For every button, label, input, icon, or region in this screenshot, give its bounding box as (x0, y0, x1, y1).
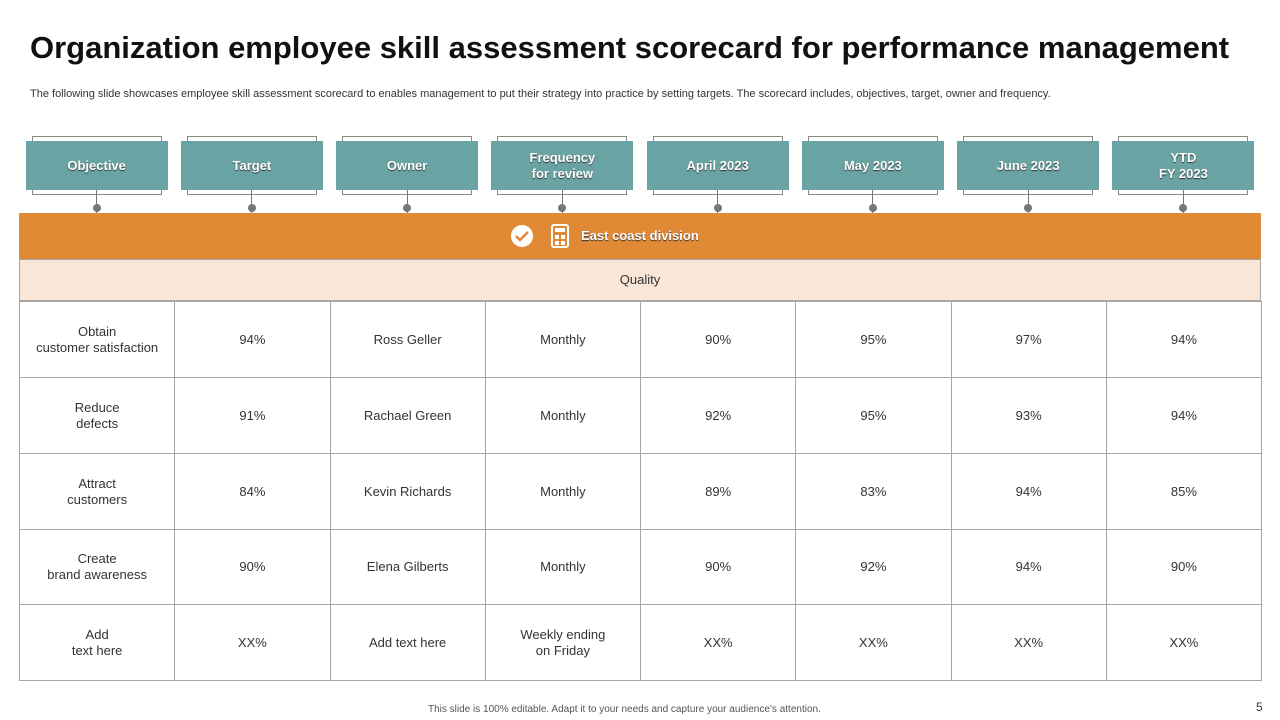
table-cell: Monthly (484, 453, 641, 530)
table-cell: 85% (1105, 453, 1262, 530)
table-cell: Create brand awareness (19, 529, 176, 605)
connector (96, 190, 98, 213)
connector (1027, 190, 1029, 213)
table-cell: 90% (640, 301, 797, 378)
column-header: May 2023 (801, 141, 944, 190)
table-cell: 84% (174, 453, 331, 530)
table-cell: XX% (795, 604, 952, 681)
division-band: East coast division (19, 213, 1261, 259)
connector-dot (868, 204, 877, 212)
connector-dot (92, 204, 101, 212)
division-icons (511, 224, 569, 248)
footer-note: This slide is 100% editable. Adapt it to… (428, 704, 821, 715)
connector (1182, 190, 1184, 213)
connector-dot (1179, 204, 1188, 212)
column-header: Objective (25, 141, 168, 190)
column-header: June 2023 (957, 141, 1100, 190)
table-cell: 94% (950, 453, 1107, 530)
table-cell: 90% (1105, 529, 1262, 605)
page-number: 5 (1256, 700, 1263, 714)
table-cell: Attract customers (19, 453, 176, 530)
table-cell: 91% (174, 377, 331, 454)
table-cell: Add text here (329, 604, 486, 681)
table-cell: Monthly (484, 529, 641, 605)
table-cell: 89% (640, 453, 797, 530)
table-cell: Ross Geller (329, 301, 486, 378)
table-cell: 94% (1105, 377, 1262, 454)
table-cell: 90% (640, 529, 797, 605)
table-cell: Reduce defects (19, 377, 176, 454)
table-cell: Rachael Green (329, 377, 486, 454)
table-cell: 94% (174, 301, 331, 378)
column-header: YTD FY 2023 (1112, 141, 1255, 190)
table-cell: XX% (950, 604, 1107, 681)
column-header: April 2023 (646, 141, 789, 190)
table-cell: Kevin Richards (329, 453, 486, 530)
table-cell: XX% (174, 604, 331, 681)
table-cell: XX% (640, 604, 797, 681)
connector (872, 190, 874, 213)
connector-dot (1024, 204, 1033, 212)
table-cell: 95% (795, 377, 952, 454)
table-cell: 94% (1105, 301, 1262, 378)
connector-dot (247, 204, 256, 212)
table-cell: 94% (950, 529, 1107, 605)
table-cell: Monthly (484, 377, 641, 454)
column-header: Frequency for review (491, 141, 634, 190)
connector (406, 190, 408, 213)
column-header: Owner (336, 141, 479, 190)
table-cell: 92% (795, 529, 952, 605)
connector (251, 190, 253, 213)
table-cell: Add text here (19, 604, 176, 681)
table-cell: 93% (950, 377, 1107, 454)
table-cell: 83% (795, 453, 952, 530)
division-label: East coast division (581, 228, 699, 243)
column-header: Target (180, 141, 323, 190)
table-cell: 95% (795, 301, 952, 378)
table-cell: Elena Gilberts (329, 529, 486, 605)
section-row: Quality (19, 259, 1261, 301)
connector (717, 190, 719, 213)
subtitle: The following slide showcases employee s… (30, 88, 1051, 100)
table-cell: Weekly ending on Friday (484, 604, 641, 681)
table-cell: XX% (1105, 604, 1262, 681)
table-cell: Monthly (484, 301, 641, 378)
table-cell: Obtain customer satisfaction (19, 301, 176, 378)
title: Organization employee skill assessment s… (30, 30, 1230, 65)
connector-dot (558, 204, 567, 212)
connector-dot (403, 204, 412, 212)
connector (561, 190, 563, 213)
table-cell: 92% (640, 377, 797, 454)
connector-dot (713, 204, 722, 212)
table-cell: 90% (174, 529, 331, 605)
table-cell: 97% (950, 301, 1107, 378)
